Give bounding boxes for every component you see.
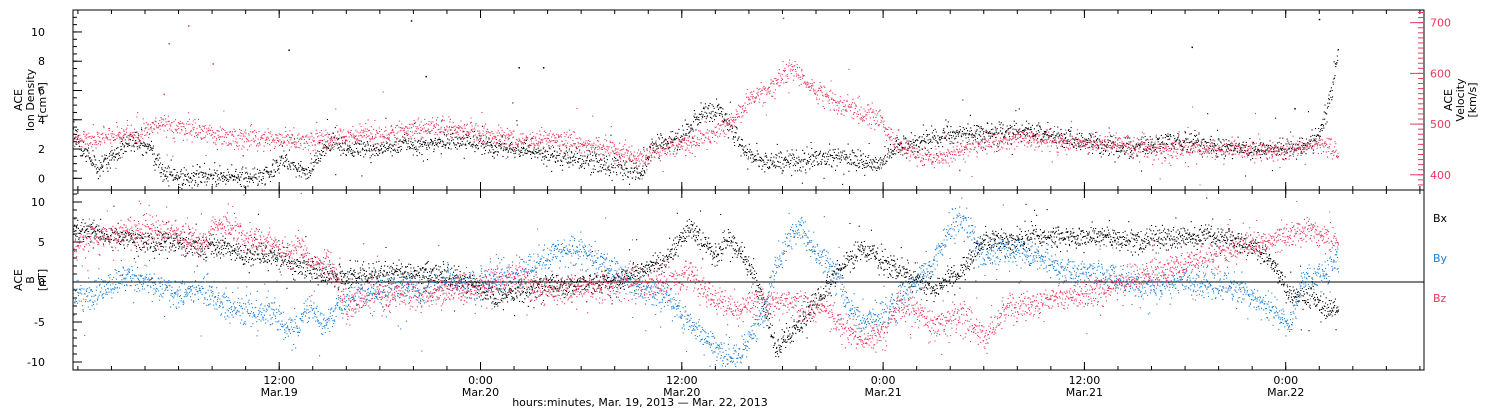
legend-bx: Bx xyxy=(1433,212,1448,225)
x-tick-date: Mar.20 xyxy=(462,386,499,399)
series-velocity-spike xyxy=(212,63,215,65)
top-right-y-tick-label: 400 xyxy=(1430,169,1451,182)
series-bz-points xyxy=(73,192,1340,355)
series-ion-density-spike xyxy=(410,20,413,22)
bottom-left-ylabel: ACE B [nT] xyxy=(12,269,49,291)
top-right-y-tick-label: 700 xyxy=(1430,17,1451,30)
top-left-y-tick-label: 10 xyxy=(31,26,45,39)
bottom-y-tick-label: -5 xyxy=(34,316,45,329)
series-velocity-spike xyxy=(782,17,785,20)
x-tick-time: 0:00 xyxy=(871,374,896,387)
series-velocity-spike xyxy=(163,93,166,96)
series-ion-density-points xyxy=(73,48,1339,190)
series-velocity-spike xyxy=(188,25,190,27)
x-tick-time: 12:00 xyxy=(666,374,698,387)
series-ion-density-spike xyxy=(1294,108,1296,110)
top-right-y-tick-label: 500 xyxy=(1430,118,1451,131)
series-velocity-spike xyxy=(168,42,170,45)
bottom-y-tick-label: 5 xyxy=(38,236,45,249)
x-tick-date: Mar.19 xyxy=(261,386,298,399)
top-left-y-tick-label: 4 xyxy=(38,114,45,127)
top-left-ylabel: ACE Ion Density [cm⁻³] xyxy=(12,68,49,131)
top-ylabel-line1: ACE xyxy=(12,89,25,111)
x-tick-time: 0:00 xyxy=(468,374,493,387)
x-axis-label: hours:minutes, Mar. 19, 2013 — Mar. 22, … xyxy=(512,396,768,409)
top-left-y-tick-label: 6 xyxy=(38,84,45,97)
bottom-y-tick-label: 10 xyxy=(31,196,45,209)
series-velocity-points xyxy=(73,59,1339,186)
x-tick-time: 12:00 xyxy=(263,374,295,387)
top-right-ylabel: ACE Velocity [km/s] xyxy=(1442,78,1479,122)
data-layer xyxy=(73,17,1340,368)
ticks-layer: 12:00Mar.190:00Mar.2012:00Mar.200:00Mar.… xyxy=(27,10,1451,399)
series-ion-density-spike xyxy=(288,49,290,52)
x-tick-time: 0:00 xyxy=(1273,374,1298,387)
series-ion-density-spike xyxy=(425,75,427,78)
top-right-ylabel-line3: [km/s] xyxy=(1466,82,1479,117)
top-left-y-tick-label: 0 xyxy=(38,172,45,185)
series-bz xyxy=(73,192,1340,355)
legend-bz: Bz xyxy=(1433,292,1447,305)
series-velocity-spike xyxy=(958,169,961,172)
top-right-y-tick-label: 600 xyxy=(1430,67,1451,80)
top-right-ylabel-line1: ACE xyxy=(1442,89,1455,111)
series-bx-points xyxy=(73,197,1340,358)
top-right-ylabel-line2: Velocity xyxy=(1454,78,1467,122)
bottom-ylabel-line2: B xyxy=(24,276,37,284)
x-tick-date: Mar.20 xyxy=(663,386,700,399)
bottom-panel-frame xyxy=(72,189,1425,371)
bottom-ylabel-line1: ACE xyxy=(12,269,25,291)
x-tick-date: Mar.22 xyxy=(1267,386,1304,399)
x-tick-date: Mar.21 xyxy=(864,386,901,399)
series-ion-density xyxy=(73,18,1339,190)
legend-by: By xyxy=(1433,252,1448,265)
x-tick-time: 12:00 xyxy=(1069,374,1101,387)
series-velocity-spike xyxy=(897,129,900,131)
series-ion-density-spike xyxy=(518,67,520,69)
series-ion-density-spike xyxy=(1318,18,1321,21)
top-ylabel-line2: Ion Density xyxy=(24,68,37,131)
bottom-y-tick-label: -10 xyxy=(27,356,45,369)
series-ion-density-spike xyxy=(1191,46,1193,49)
series-velocity xyxy=(73,17,1339,186)
bottom-ylabel-line3: [nT] xyxy=(36,269,49,291)
x-tick-date: Mar.21 xyxy=(1066,386,1103,399)
series-ion-density-spike xyxy=(542,67,545,69)
top-ylabel-line3: [cm⁻³] xyxy=(36,82,49,118)
top-left-y-tick-label: 2 xyxy=(38,143,45,156)
bottom-y-tick-label: 0 xyxy=(38,276,45,289)
series-bx xyxy=(73,197,1340,358)
top-left-y-tick-label: 8 xyxy=(38,55,45,68)
